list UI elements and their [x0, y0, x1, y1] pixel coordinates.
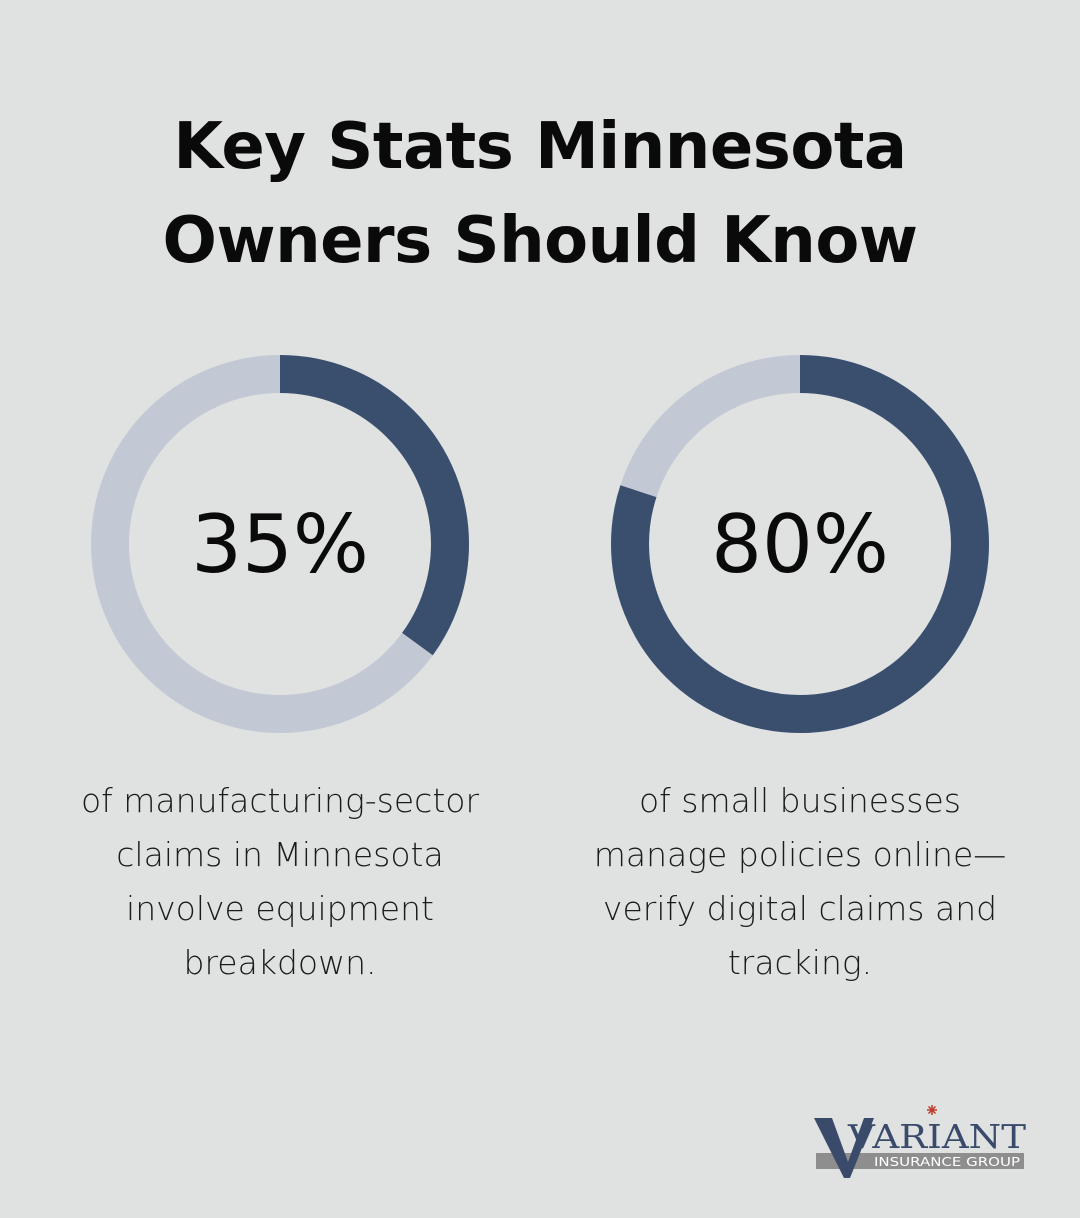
stat-card-online-policies: 80% of small businesses manage policies …	[580, 354, 1020, 990]
donut-value-label: 35%	[191, 498, 369, 591]
stat-caption: of manufacturing-sector claims in Minnes…	[60, 774, 500, 990]
caption-line: manage policies online—	[593, 835, 1007, 874]
logo-band	[816, 1153, 1024, 1169]
page-title: Key Stats Minnesota Owners Should Know	[0, 100, 1080, 288]
logo-v-mark	[814, 1118, 874, 1178]
caption-line: of small businesses	[638, 781, 961, 820]
caption-line: claims in Minnesota	[116, 835, 444, 874]
logo-tagline: INSURANCE GROUP	[874, 1155, 1020, 1169]
title-line-2: Owners Should Know	[162, 204, 918, 278]
caption-line: of manufacturing-sector	[80, 781, 480, 820]
stat-caption: of small businesses manage policies onli…	[580, 774, 1020, 990]
donut-chart-35: 35%	[91, 355, 469, 733]
title-line-1: Key Stats Minnesota	[173, 110, 907, 184]
logo-wordmark: VARIANT	[847, 1117, 1026, 1156]
donut-arc	[611, 355, 989, 733]
caption-line: tracking.	[727, 943, 873, 982]
donut-chart-80: 80%	[611, 355, 989, 733]
caption-line: involve equipment	[126, 889, 434, 928]
variant-insurance-logo: VARIANT INSURANCE GROUP	[814, 1105, 1026, 1178]
caption-line: verify digital claims and	[602, 889, 998, 928]
donut-value-label: 80%	[711, 498, 889, 591]
star-icon	[927, 1105, 937, 1115]
stat-card-equipment-breakdown: 35% of manufacturing-sector claims in Mi…	[60, 354, 500, 990]
donut-arc	[91, 355, 469, 733]
caption-line: breakdown.	[183, 943, 377, 982]
